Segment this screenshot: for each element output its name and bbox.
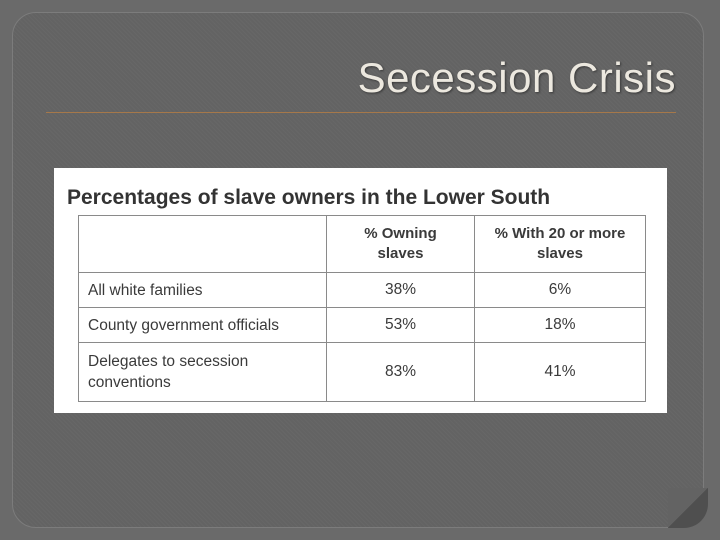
table-image: Percentages of slave owners in the Lower… (54, 168, 667, 413)
table-row: County government officials 53% 18% (78, 307, 646, 343)
page-curl-decoration (668, 488, 708, 528)
twenty-plus-value: 18% (474, 307, 646, 343)
title-divider (46, 112, 676, 113)
row-label: Delegates to secession conventions (78, 342, 327, 402)
row-label-text: Delegates to secession conventions (88, 353, 249, 391)
owning-value: 38% (326, 272, 475, 308)
table-row: All white families 38% 6% (78, 272, 646, 308)
header-owning-slaves: % Owning slaves (326, 215, 475, 273)
table-caption: Percentages of slave owners in the Lower… (67, 186, 551, 209)
twenty-plus-value: 41% (474, 342, 646, 402)
table-header-row: % Owning slaves % With 20 or more slaves (78, 215, 646, 273)
header-owning-slaves-text: % Owning slaves (364, 225, 437, 262)
slave-ownership-table: % Owning slaves % With 20 or more slaves… (78, 215, 646, 402)
owning-value: 83% (326, 342, 475, 402)
slide-title: Secession Crisis (357, 54, 676, 101)
header-cell-empty (78, 215, 327, 273)
header-twenty-plus-text: % With 20 or more slaves (494, 225, 626, 262)
header-twenty-plus-slaves: % With 20 or more slaves (474, 215, 646, 273)
row-label: All white families (78, 272, 327, 308)
twenty-plus-value: 6% (474, 272, 646, 308)
table-row: Delegates to secession conventions 83% 4… (78, 342, 646, 402)
row-label: County government officials (78, 307, 327, 343)
owning-value: 53% (326, 307, 475, 343)
